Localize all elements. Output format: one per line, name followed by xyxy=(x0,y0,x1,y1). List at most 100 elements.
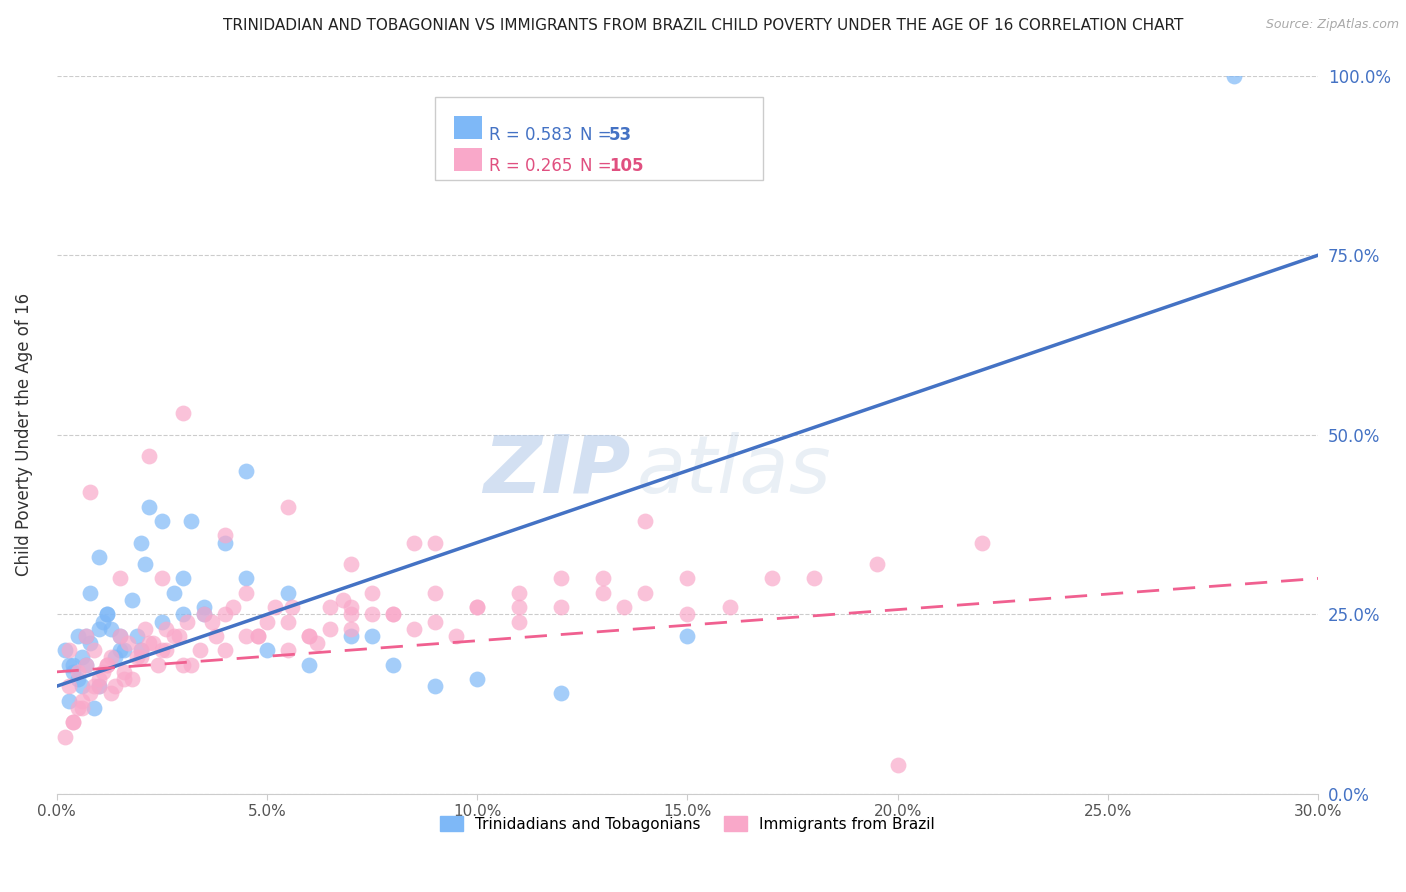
Point xyxy=(465,600,488,615)
Point xyxy=(592,572,614,586)
Point xyxy=(58,643,80,657)
Point xyxy=(96,657,118,672)
Point xyxy=(214,528,236,542)
Point xyxy=(508,586,530,600)
Point xyxy=(66,629,89,643)
Point xyxy=(193,607,215,622)
Point xyxy=(188,643,211,657)
Point xyxy=(592,586,614,600)
Point xyxy=(172,572,194,586)
FancyBboxPatch shape xyxy=(454,116,482,139)
Point xyxy=(87,679,110,693)
Point xyxy=(75,657,97,672)
Point xyxy=(298,629,321,643)
Point xyxy=(150,572,173,586)
Point xyxy=(465,600,488,615)
Point xyxy=(108,629,131,643)
Point xyxy=(172,406,194,420)
Y-axis label: Child Poverty Under the Age of 16: Child Poverty Under the Age of 16 xyxy=(15,293,32,576)
Text: N =: N = xyxy=(581,126,617,144)
Point xyxy=(404,622,426,636)
Point xyxy=(423,615,446,629)
Point xyxy=(193,600,215,615)
Point xyxy=(75,657,97,672)
Point xyxy=(423,679,446,693)
Point xyxy=(235,586,257,600)
Point xyxy=(70,693,93,707)
Point xyxy=(129,643,152,657)
Point xyxy=(70,700,93,714)
Point xyxy=(340,629,363,643)
Point xyxy=(104,650,127,665)
Point xyxy=(676,607,699,622)
Point xyxy=(180,514,202,528)
Point xyxy=(277,586,299,600)
FancyBboxPatch shape xyxy=(434,97,763,179)
Point xyxy=(146,657,169,672)
Point xyxy=(70,679,93,693)
Point xyxy=(79,686,101,700)
Point xyxy=(75,629,97,643)
Point xyxy=(108,572,131,586)
Point xyxy=(87,679,110,693)
Point xyxy=(256,615,278,629)
Point xyxy=(550,600,572,615)
Point xyxy=(150,615,173,629)
Point xyxy=(214,643,236,657)
Point xyxy=(87,622,110,636)
Point xyxy=(79,586,101,600)
Point xyxy=(277,500,299,514)
Point xyxy=(134,557,156,571)
Point xyxy=(298,657,321,672)
Point xyxy=(214,535,236,549)
Point xyxy=(176,615,198,629)
Point xyxy=(66,665,89,679)
Point xyxy=(866,557,889,571)
Point xyxy=(180,657,202,672)
Point xyxy=(508,600,530,615)
Point xyxy=(235,464,257,478)
Point xyxy=(138,450,160,464)
Point xyxy=(87,549,110,564)
Point xyxy=(281,600,304,615)
Point xyxy=(718,600,741,615)
Point xyxy=(108,643,131,657)
Point xyxy=(108,629,131,643)
Point xyxy=(340,622,363,636)
Point xyxy=(332,593,354,607)
Point xyxy=(886,758,908,772)
Point xyxy=(634,514,657,528)
Point xyxy=(91,665,114,679)
Point xyxy=(423,535,446,549)
Point xyxy=(75,629,97,643)
Point xyxy=(340,607,363,622)
Point xyxy=(167,629,190,643)
Point xyxy=(96,657,118,672)
Point xyxy=(129,535,152,549)
Point xyxy=(382,607,405,622)
Point xyxy=(58,679,80,693)
Point xyxy=(129,650,152,665)
Text: 105: 105 xyxy=(609,157,644,176)
Point xyxy=(58,693,80,707)
Point xyxy=(247,629,270,643)
Point xyxy=(361,586,384,600)
Point xyxy=(62,665,84,679)
Point xyxy=(125,650,148,665)
Point xyxy=(66,700,89,714)
Point xyxy=(104,679,127,693)
Point xyxy=(83,679,105,693)
Point xyxy=(307,636,329,650)
Point xyxy=(155,622,177,636)
Point xyxy=(155,643,177,657)
Point xyxy=(62,657,84,672)
Point xyxy=(222,600,245,615)
Point xyxy=(83,700,105,714)
FancyBboxPatch shape xyxy=(454,148,482,171)
Point xyxy=(117,636,139,650)
Point xyxy=(508,615,530,629)
Point xyxy=(66,672,89,686)
Point xyxy=(87,672,110,686)
Text: Source: ZipAtlas.com: Source: ZipAtlas.com xyxy=(1265,18,1399,31)
Point xyxy=(121,672,143,686)
